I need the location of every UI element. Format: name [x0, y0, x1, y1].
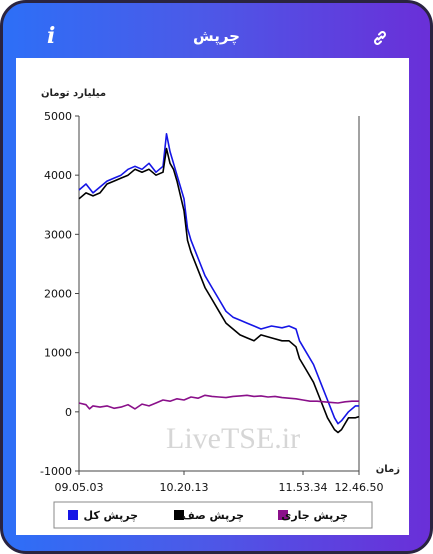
link-icon[interactable] [372, 30, 388, 46]
legend-box [53, 501, 373, 529]
series-line-1 [78, 133, 359, 425]
x-tick-label: 09.05.03 [55, 481, 104, 494]
y-tick-label: 3000 [44, 228, 72, 241]
chart-panel: میلیارد تومان زمان LiveTSE.ir 5000 4000 30… [16, 58, 409, 535]
watermark: LiveTSE.ir [166, 422, 300, 455]
series-line-3 [78, 394, 359, 410]
x-axis-label: زمان [376, 464, 400, 475]
legend-swatch-2 [174, 510, 184, 520]
header: i چرپش [3, 3, 430, 55]
y-tick-label: -1000 [40, 465, 72, 478]
legend-label-3: چرپش جاری [281, 509, 348, 522]
series-line-2 [78, 147, 360, 434]
y-tick-label: 5000 [44, 110, 72, 123]
y-tick-label: 2000 [44, 288, 72, 301]
y-tick-label: 0 [65, 406, 72, 419]
x-tick-label: 10.20.13 [160, 481, 209, 494]
info-icon[interactable]: i [47, 23, 56, 49]
y-tick-label: 4000 [44, 169, 72, 182]
legend-label-2: چرپش صف [182, 509, 244, 522]
y-axis-label: میلیارد تومان [41, 88, 106, 99]
x-tick-label: 11.53.34 [279, 481, 328, 494]
legend-label-1: چرپش کل [84, 509, 139, 522]
legend-swatch-1 [68, 510, 78, 520]
legend-swatch-3 [278, 510, 288, 520]
x-tick-label: 12.46.50 [335, 481, 384, 494]
page-title: چرپش [193, 27, 240, 45]
y-tick-label: 1000 [44, 347, 72, 360]
chart: میلیارد تومان زمان LiveTSE.ir 5000 4000 30… [40, 88, 400, 529]
